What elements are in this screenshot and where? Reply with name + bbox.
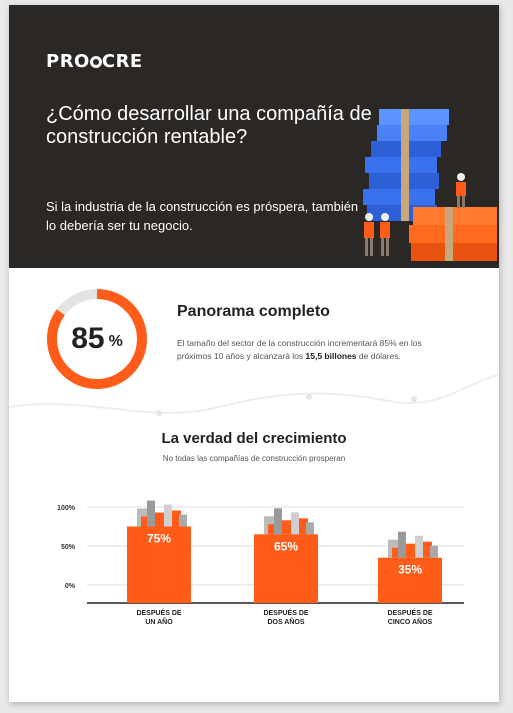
y-tick-label: 50%	[61, 544, 76, 551]
logo-ring-icon	[89, 56, 102, 68]
bar	[127, 526, 191, 603]
percent-donut-chart	[47, 289, 147, 389]
infographic-page: PRO CRE ¿Cómo desarrollar una compañía de…	[9, 5, 499, 702]
bar-value-label: 35%	[398, 563, 422, 577]
x-category-label: DESPUÉS DE CINCO AÑOS	[387, 610, 433, 626]
money-stacks-illustration	[363, 109, 497, 261]
skyline-decoration	[388, 531, 438, 558]
x-category-label: DESPUÉS DE DOS AÑOS	[263, 610, 309, 626]
donut-label: 85 %	[45, 287, 149, 391]
skyline-decoration	[264, 508, 314, 535]
procore-logo: PRO CRE	[46, 51, 143, 72]
y-tick-label: 100%	[57, 505, 76, 512]
orange-money-stack	[409, 207, 497, 261]
bar-value-label: 65%	[274, 539, 298, 553]
growth-title: La verdad del crecimiento	[161, 430, 347, 447]
blue-money-stack	[363, 109, 449, 221]
hero-banner: PRO CRE ¿Cómo desarrollar una compañía de…	[9, 5, 499, 268]
y-tick-label: 0%	[65, 583, 76, 590]
hero-subtitle: Si la industria de la construcción es pr…	[46, 199, 359, 233]
worker-figure-left	[364, 213, 374, 256]
bar-value-label: 75%	[147, 532, 171, 546]
worker-figure-top	[456, 173, 466, 208]
x-category-label: DESPUÉS DE UN AÑO	[136, 610, 182, 626]
growth-subtitle: No todas las compañías de construcción p…	[162, 454, 346, 463]
overview-body: El tamaño del sector de la construcción …	[177, 338, 422, 361]
donut-percent-unit: %	[108, 333, 123, 350]
overview-highlight: 15,5 billones	[305, 351, 357, 361]
overview-title: Panorama completo	[177, 303, 330, 320]
bar	[254, 534, 318, 603]
skyline-decoration	[137, 500, 187, 527]
hero-title: ¿Cómo desarrollar una compañía de constr…	[46, 103, 372, 148]
decorative-wave-line	[9, 374, 499, 416]
bar	[378, 557, 442, 603]
worker-figure-middle	[380, 213, 390, 256]
growth-bar-chart: 100% 50% 0% 75% 65% 35%	[57, 500, 464, 604]
donut-percent-value: 85	[71, 322, 105, 355]
donut-progress-arc	[47, 289, 147, 389]
